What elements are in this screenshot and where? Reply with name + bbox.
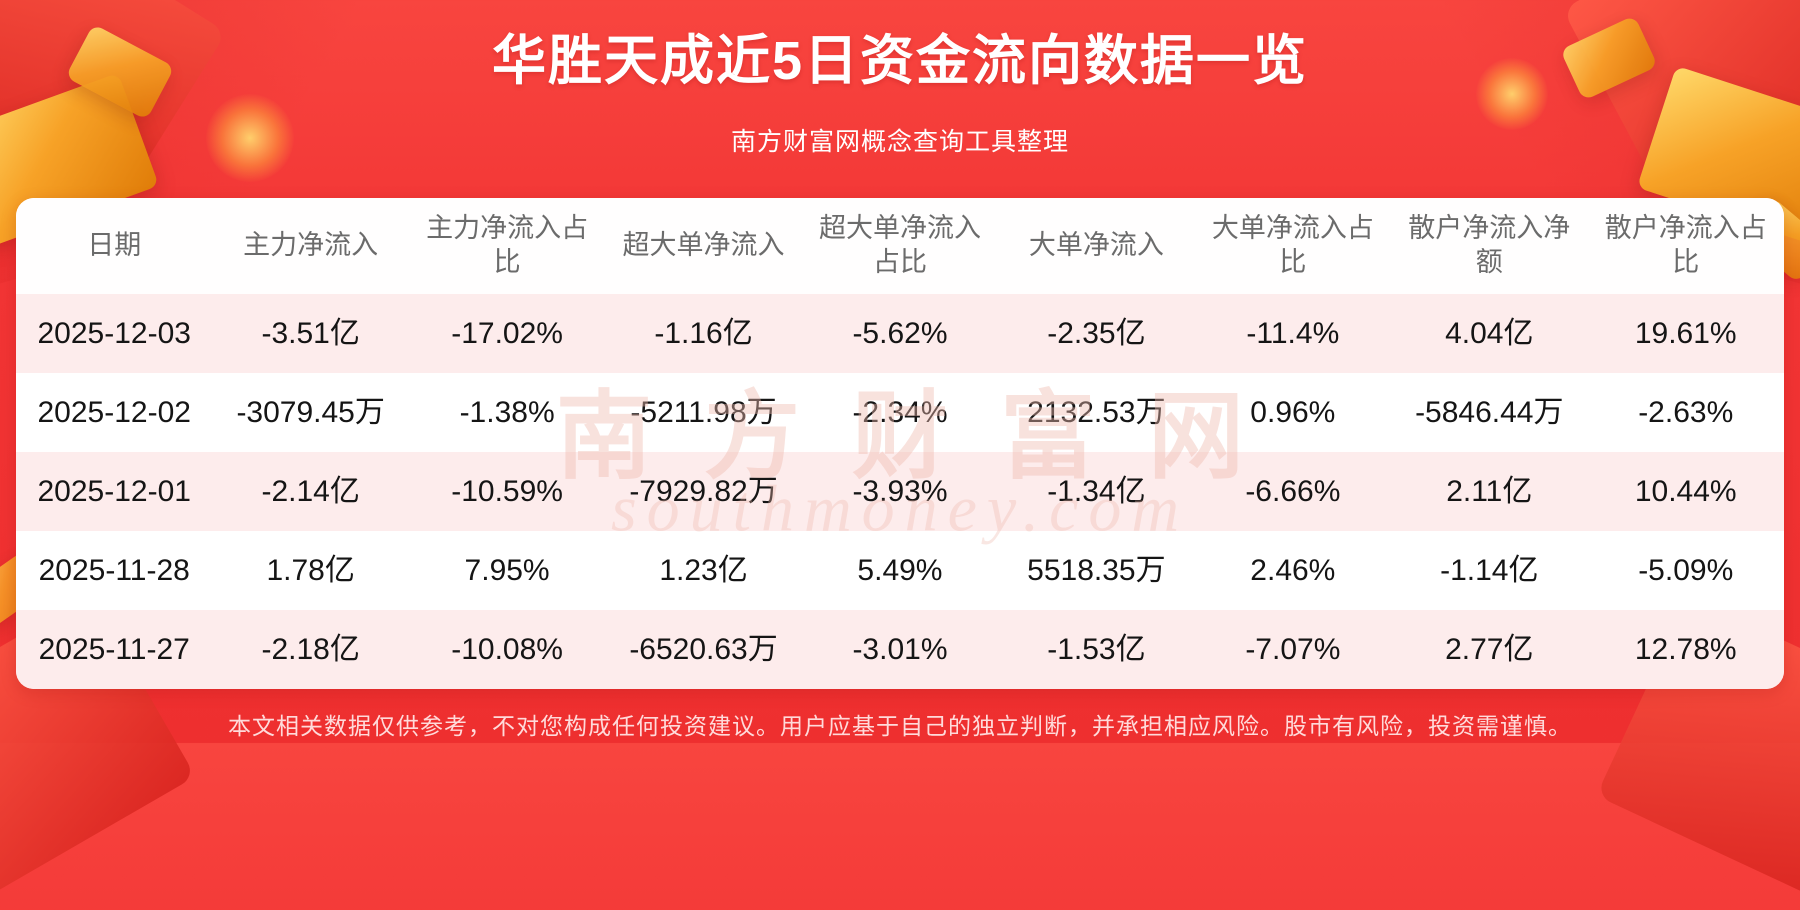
- table-cell: 10.44%: [1634, 474, 1737, 508]
- table-row: 2025-12-02 -3079.45万 -1.38% -5211.98万 -2.34%…: [16, 373, 1784, 453]
- table-cell: -1.38%: [459, 395, 555, 429]
- table-cell: -2.63%: [1638, 395, 1734, 429]
- page-subtitle: 南方财富网概念查询工具整理: [730, 128, 1069, 157]
- table-cell: -3.93%: [852, 474, 948, 508]
- table-cell: -5.09%: [1638, 553, 1734, 587]
- header-cell-7: 散户净流入净额: [1408, 213, 1571, 278]
- table-row: 2025-11-27 -2.18亿 -10.08% -6520.63万 -3.01% -1…: [16, 610, 1784, 690]
- table-cell: 2.77亿: [1445, 632, 1534, 666]
- table-cell: -17.02%: [451, 316, 563, 350]
- header-cell-0: 日期: [87, 230, 142, 261]
- table-cell: -10.08%: [451, 632, 563, 666]
- table-cell: -1.14亿: [1440, 553, 1539, 587]
- table-cell: 1.78亿: [266, 553, 355, 587]
- table-cell: -7.07%: [1245, 632, 1341, 666]
- table-header-row: 日期 主力净流入 主力净流入占比 超大单净流入 超大单净流入占比 大单净流入 大单净流入占比…: [16, 198, 1784, 295]
- table-row: 2025-11-28 1.78亿 7.95% 1.23亿 5.49% 5518.35万 2.…: [16, 531, 1784, 611]
- table-cell: 2.11亿: [1446, 474, 1533, 508]
- main-content: 华胜天成近5日资金流向数据一览 南方财富网概念查询工具整理 日期 主力净流入 主力净…: [16, 31, 1784, 740]
- table-cell: -2.18亿: [261, 632, 360, 666]
- table-cell: -10.59%: [451, 474, 563, 508]
- table-cell: -2.34%: [852, 395, 948, 429]
- table-cell: -1.16亿: [654, 316, 753, 350]
- fund-flow-table: 日期 主力净流入 主力净流入占比 超大单净流入 超大单净流入占比 大单净流入 大单净流入占比…: [16, 198, 1784, 690]
- table-cell: -5211.98万: [630, 395, 777, 429]
- table-cell: 2025-12-03: [37, 316, 191, 350]
- table-row: 2025-12-03 -3.51亿 -17.02% -1.16亿 -5.62% -2.35…: [16, 294, 1784, 374]
- table-cell: -3079.45万: [236, 395, 385, 429]
- table-cell: -7929.82万: [629, 474, 778, 508]
- table-cell: 0.96%: [1250, 395, 1336, 429]
- table-cell: 2.46%: [1250, 553, 1336, 587]
- table-cell: 1.23亿: [659, 553, 748, 587]
- table-cell: -1.34亿: [1047, 474, 1146, 508]
- table-cell: -6520.63万: [629, 632, 778, 666]
- table-body: 2025-12-03 -3.51亿 -17.02% -1.16亿 -5.62% -2.35…: [16, 294, 1784, 690]
- page-title: 华胜天成近5日资金流向数据一览: [491, 31, 1309, 91]
- table-row: 2025-12-01 -2.14亿 -10.59% -7929.82万 -3.93% -1…: [16, 452, 1784, 532]
- table-cell: -1.53亿: [1047, 632, 1146, 666]
- header-cell-1: 主力净流入: [243, 230, 379, 261]
- table-cell: 2025-12-01: [37, 474, 191, 508]
- header-cell-2: 主力净流入占比: [426, 213, 589, 278]
- header-cell-3: 超大单净流入: [622, 230, 785, 261]
- table-cell: 2025-11-27: [38, 632, 190, 666]
- table-cell: 4.04亿: [1445, 316, 1534, 350]
- table-cell: -3.51亿: [261, 316, 360, 350]
- table-cell: -6.66%: [1245, 474, 1341, 508]
- table-cell: -11.4%: [1246, 316, 1340, 350]
- header-cell-6: 大单净流入占比: [1211, 213, 1374, 278]
- table-cell: 19.61%: [1634, 316, 1737, 350]
- table-cell: 2025-11-28: [38, 553, 190, 587]
- disclaimer-text: 本文相关数据仅供参考，不对您构成任何投资建议。用户应基于自己的独立判断，并承担相…: [228, 713, 1572, 740]
- table-cell: -2.35亿: [1047, 316, 1146, 350]
- table-cell: 7.95%: [464, 553, 550, 587]
- header-cell-4: 超大单净流入占比: [818, 213, 981, 278]
- header-cell-8: 散户净流入占比: [1604, 213, 1767, 278]
- table-cell: -2.14亿: [261, 474, 360, 508]
- table-cell: -5.62%: [852, 316, 948, 350]
- table-cell: -3.01%: [852, 632, 948, 666]
- header-cell-5: 大单净流入: [1028, 230, 1164, 261]
- table-cell: 12.78%: [1634, 632, 1737, 666]
- table-cell: -5846.44万: [1415, 395, 1564, 429]
- table-cell: 5518.35万: [1027, 553, 1166, 587]
- table-cell: 5.49%: [857, 553, 943, 587]
- table-cell: 2025-12-02: [37, 395, 191, 429]
- table-cell: 2132.53万: [1027, 395, 1166, 429]
